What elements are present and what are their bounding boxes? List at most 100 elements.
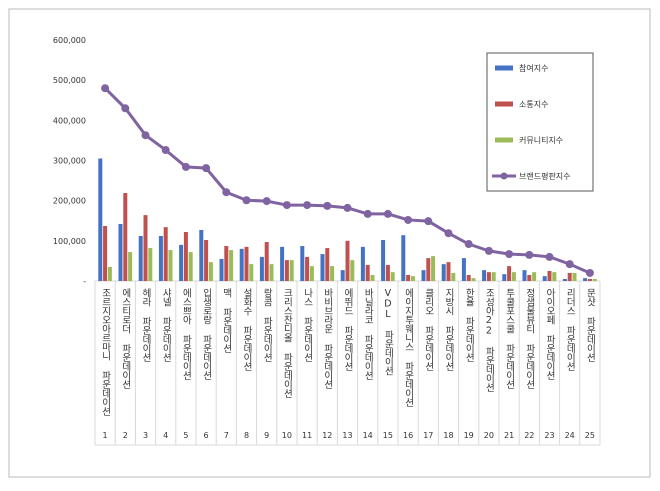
bar (466, 274, 471, 281)
bar (325, 248, 330, 281)
bar (350, 260, 355, 281)
bar (567, 272, 572, 281)
bar (118, 223, 123, 281)
bar (259, 256, 264, 281)
bar (244, 246, 249, 281)
bar (507, 266, 512, 281)
rank-label: 14 (363, 431, 373, 440)
bar (208, 262, 213, 281)
bar (431, 256, 436, 281)
bar (163, 227, 168, 281)
legend-label: 브랜드평판지수 (519, 171, 571, 181)
point (282, 201, 291, 210)
x-tick-label: 에뛰드 파운데이션 (342, 288, 353, 371)
bar (224, 246, 229, 281)
rank-label: 6 (204, 431, 209, 440)
x-tick-label: 투쿨포스쿨 파운데이션 (504, 288, 515, 389)
point (303, 201, 312, 210)
bar (269, 264, 274, 281)
x-tick-label: 바닐라코 파운데이션 (362, 288, 373, 380)
point (404, 215, 413, 224)
point (383, 209, 392, 218)
bar (289, 260, 294, 281)
x-tick-label: 샤넬 파운데이션 (160, 288, 171, 362)
point (222, 188, 231, 197)
rank-label: 22 (524, 431, 534, 440)
rank-label: 12 (322, 431, 332, 440)
bar (179, 244, 184, 281)
rank-label: 1 (103, 431, 108, 440)
rank-label: 18 (443, 431, 453, 440)
x-tick-label: 바비브라운 파운데이션 (322, 288, 333, 389)
x-tick-label: 클리오 파운데이션 (423, 288, 434, 371)
bar (284, 260, 289, 281)
rank-label: 5 (183, 431, 188, 440)
point (343, 203, 352, 212)
bar (385, 264, 390, 281)
x-tick-label: 조성아22 파운데이션 (483, 288, 494, 392)
legend-swatch (500, 172, 508, 180)
rank-label: 24 (565, 431, 575, 440)
bar (330, 266, 335, 281)
bar (451, 272, 456, 281)
rank-label: 21 (504, 431, 514, 440)
y-tick-label: 200,000 (53, 197, 86, 206)
point (181, 162, 190, 171)
point (585, 268, 594, 277)
bar (188, 252, 193, 281)
point (161, 146, 170, 155)
x-tick-label: 에이지투웨니스 파운데이션 (403, 288, 414, 407)
bar (592, 278, 597, 281)
rank-label: 11 (302, 431, 312, 440)
bar (143, 215, 148, 281)
bar (542, 276, 547, 281)
rank-label: 17 (423, 431, 433, 440)
bar (381, 240, 386, 281)
bar (511, 272, 516, 281)
point (262, 197, 271, 206)
point (565, 260, 574, 269)
x-tick-label: 에스티로더 파운데이션 (120, 288, 131, 389)
rank-label: 16 (403, 431, 413, 440)
rank-label: 10 (282, 431, 292, 440)
rank-label: 7 (224, 431, 229, 440)
legend-swatch (495, 101, 513, 107)
y-tick-label: - (83, 277, 86, 286)
bar (309, 266, 314, 281)
bar (461, 258, 466, 281)
bar (587, 278, 592, 281)
bar (441, 264, 446, 281)
bar (552, 272, 557, 281)
bar (229, 250, 234, 281)
rank-label: 8 (244, 431, 249, 440)
bar (148, 248, 153, 281)
bar (128, 252, 133, 281)
y-tick-label: 600,000 (53, 36, 86, 45)
x-tick-label: 맥 파운데이션 (221, 288, 232, 353)
rank-label: 3 (143, 431, 148, 440)
bar (219, 258, 224, 281)
bar (410, 276, 415, 281)
bar (401, 235, 406, 281)
bar (183, 231, 188, 281)
bar (572, 272, 577, 281)
bar (471, 278, 476, 281)
rank-label: 2 (123, 431, 128, 440)
x-tick-label: 헤라 파운데이션 (140, 287, 151, 362)
bar (158, 236, 163, 281)
point (363, 209, 372, 218)
bar (486, 272, 491, 281)
bar (562, 278, 567, 281)
point (424, 217, 433, 226)
bar (98, 158, 103, 281)
legend-label: 소통지수 (519, 100, 548, 109)
bar (482, 270, 487, 281)
rank-label: 19 (464, 431, 474, 440)
bar (446, 262, 451, 281)
point (525, 250, 534, 259)
bar (305, 256, 310, 281)
bar (199, 229, 204, 281)
bar (264, 242, 269, 281)
legend-swatch (495, 137, 513, 143)
point (505, 250, 514, 259)
